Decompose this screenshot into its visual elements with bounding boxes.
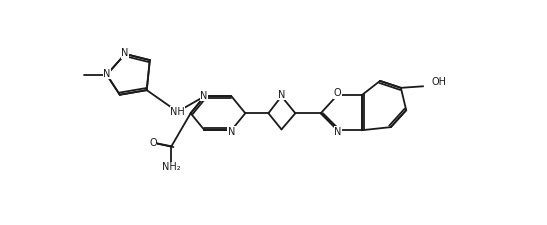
Text: OH: OH	[432, 77, 447, 88]
Text: N: N	[200, 90, 207, 101]
Text: O: O	[334, 88, 341, 98]
Text: NH₂: NH₂	[162, 162, 181, 172]
Text: NH: NH	[170, 107, 185, 117]
Text: N: N	[334, 127, 341, 137]
Text: O: O	[149, 137, 156, 148]
Text: N: N	[228, 127, 235, 137]
Text: N: N	[278, 90, 285, 100]
Text: N: N	[103, 69, 110, 79]
Text: N: N	[121, 48, 129, 58]
